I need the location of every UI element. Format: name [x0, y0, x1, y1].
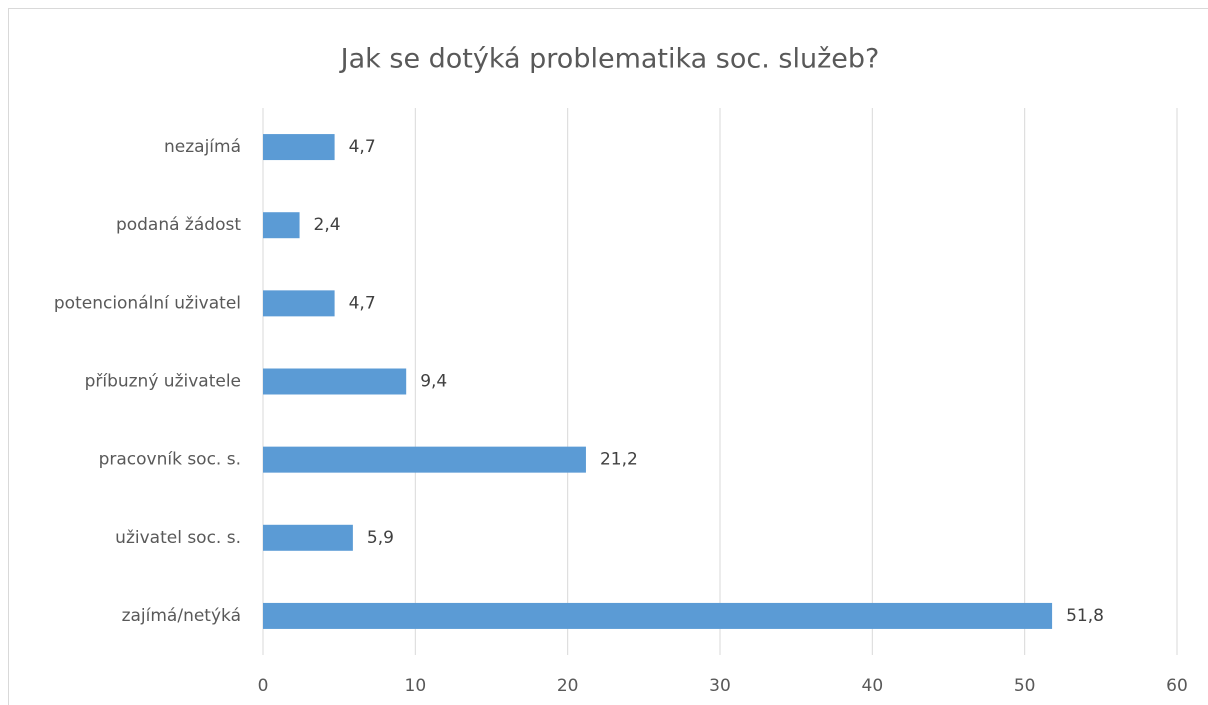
y-tick-label: zajímá/netýká: [122, 606, 241, 626]
chart-frame: [8, 8, 1208, 705]
bar: [263, 290, 335, 317]
bar: [263, 134, 335, 161]
data-label: 4,7: [349, 137, 376, 157]
bar: [263, 368, 407, 395]
x-tick-label: 20: [557, 676, 579, 696]
y-tick-label: příbuzný uživatele: [85, 372, 241, 392]
data-label: 5,9: [367, 528, 394, 548]
bar: [263, 212, 300, 239]
data-label: 4,7: [349, 293, 376, 313]
x-tick-label: 60: [1166, 676, 1188, 696]
y-tick-label: potencionální uživatel: [54, 293, 241, 313]
data-label: 21,2: [600, 450, 638, 470]
bar: [263, 446, 586, 473]
x-tick-label: 10: [405, 676, 427, 696]
x-tick-label: 40: [862, 676, 884, 696]
x-tick-label: 0: [258, 676, 269, 696]
y-tick-label: nezajímá: [164, 137, 241, 157]
chart-title: Jak se dotýká problematika soc. služeb?: [339, 44, 880, 75]
x-tick-label: 30: [709, 676, 731, 696]
x-tick-label: 50: [1014, 676, 1036, 696]
y-tick-label: podaná žádost: [116, 215, 241, 235]
bar: [263, 602, 1053, 629]
y-tick-label: uživatel soc. s.: [115, 528, 241, 548]
y-tick-label: pracovník soc. s.: [99, 450, 241, 470]
data-label: 51,8: [1066, 606, 1104, 626]
data-label: 2,4: [314, 215, 341, 235]
bar: [263, 524, 353, 551]
data-label: 9,4: [420, 372, 447, 392]
